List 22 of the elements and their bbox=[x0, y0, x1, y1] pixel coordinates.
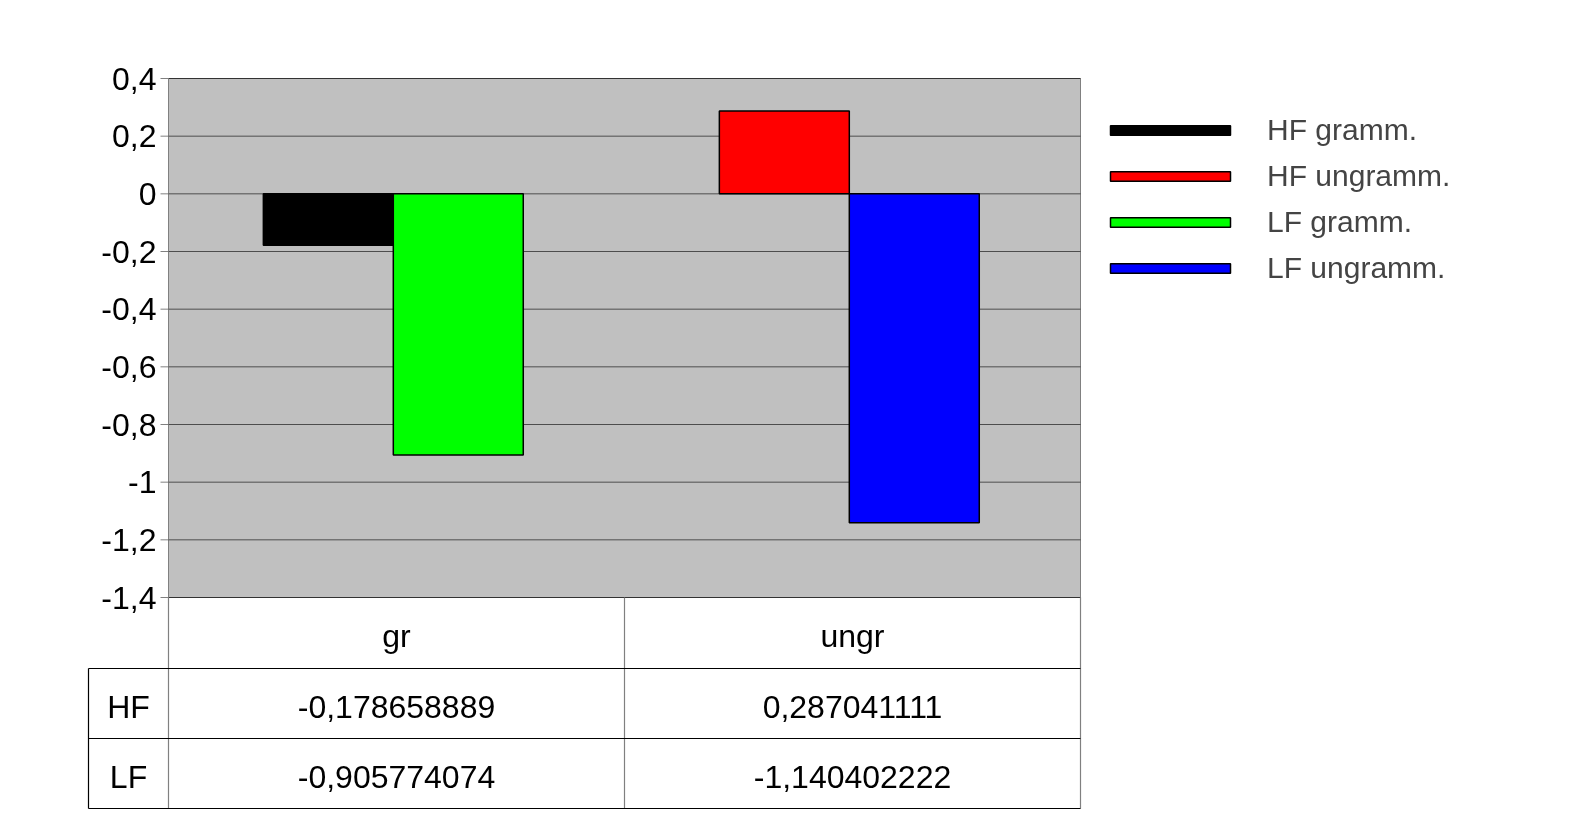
y-tick-label: 0,2 bbox=[112, 118, 157, 155]
y-tick-label: -0,4 bbox=[101, 291, 157, 328]
y-tick-label: -1,4 bbox=[101, 579, 157, 616]
text: -0,905774074 bbox=[297, 758, 496, 795]
text: -0,178658889 bbox=[297, 688, 496, 725]
x-tick-label: gr bbox=[382, 618, 412, 654]
text: HF bbox=[107, 688, 150, 725]
y-tick-label: -0,8 bbox=[101, 406, 157, 443]
y-tick-label: -1 bbox=[128, 464, 157, 501]
x-tick-label: ungr bbox=[820, 618, 885, 654]
y-tick-label: 0 bbox=[138, 175, 157, 212]
text: -1,140402222 bbox=[753, 758, 952, 795]
legend-label: LF gramm. bbox=[1267, 205, 1413, 239]
legend-label: HF ungramm. bbox=[1267, 159, 1451, 193]
text: 0,287041111 bbox=[762, 688, 943, 725]
legend-label: HF gramm. bbox=[1267, 113, 1417, 147]
y-tick-label: -0,6 bbox=[101, 348, 157, 385]
y-tick-label: 0,4 bbox=[112, 60, 157, 97]
legend-label: LF ungramm. bbox=[1267, 251, 1446, 285]
text: LF bbox=[109, 758, 148, 795]
y-tick-label: -0,2 bbox=[101, 233, 157, 270]
y-tick-label: -1,2 bbox=[101, 521, 157, 558]
